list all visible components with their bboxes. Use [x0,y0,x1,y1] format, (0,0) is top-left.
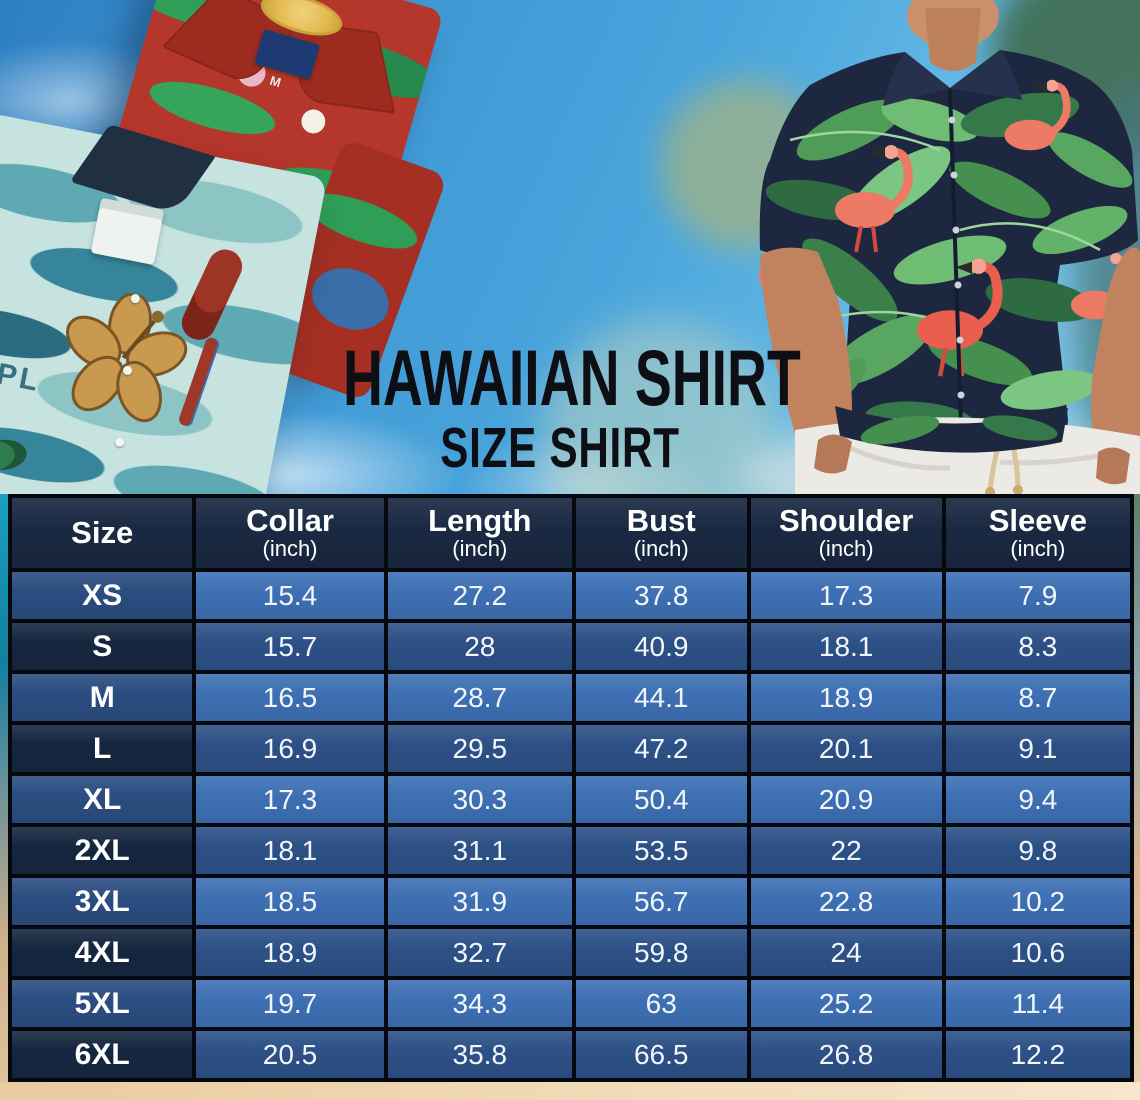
column-header-length: Length (inch) [387,498,572,568]
value-cell-6xl-shoulder: 26.8 [750,1031,942,1078]
value-cell-xl-bust: 50.4 [575,776,747,823]
folded-shirts-photo: M EPL [0,0,448,554]
title-block: HAWAIIAN SHIRT SIZE SHIRT [250,333,870,480]
value-cell-xl-collar: 17.3 [196,776,384,823]
column-header-shoulder: Shoulder (inch) [750,498,942,568]
teal-hawaiian-shirt: EPL [0,112,328,554]
value-cell-xs-length: 27.2 [387,572,572,619]
value-cell-xl-shoulder: 20.9 [750,776,942,823]
value-cell-5xl-sleeve: 11.4 [945,980,1130,1027]
size-chart: Size Collar (inch) Length (inch) Bust (inch) Sh… [8,494,1134,1082]
value-cell-m-sleeve: 8.7 [945,674,1130,721]
size-cell-2xl: 2XL [12,827,193,874]
value-cell-4xl-sleeve: 10.6 [945,929,1130,976]
beach-strip-left [0,494,10,1100]
sand-strip-bottom [0,1082,1140,1100]
column-header-size: Size [12,498,193,568]
value-cell-l-bust: 47.2 [575,725,747,772]
value-cell-6xl-sleeve: 12.2 [945,1031,1130,1078]
value-cell-s-sleeve: 8.3 [945,623,1130,670]
value-cell-xs-bust: 37.8 [575,572,747,619]
column-header-collar: Collar (inch) [196,498,384,568]
column-header-sleeve: Sleeve (inch) [945,498,1130,568]
hibiscus-flower-print [41,281,204,440]
value-cell-s-length: 28 [387,623,572,670]
size-cell-xl: XL [12,776,193,823]
poster-title: HAWAIIAN SHIRT [343,333,801,422]
value-cell-xl-sleeve: 9.4 [945,776,1130,823]
value-cell-3xl-bust: 56.7 [575,878,747,925]
value-cell-3xl-sleeve: 10.2 [945,878,1130,925]
shirt-buttons [948,116,965,399]
value-cell-4xl-length: 32.7 [387,929,572,976]
value-cell-2xl-length: 31.1 [387,827,572,874]
size-cell-6xl: 6XL [12,1031,193,1078]
value-cell-s-bust: 40.9 [575,623,747,670]
shirt-button [114,436,125,448]
value-cell-m-bust: 44.1 [575,674,747,721]
value-cell-l-sleeve: 9.1 [945,725,1130,772]
value-cell-6xl-collar: 20.5 [196,1031,384,1078]
column-header-bust: Bust (inch) [575,498,747,568]
value-cell-6xl-bust: 66.5 [575,1031,747,1078]
size-cell-m: M [12,674,193,721]
value-cell-2xl-sleeve: 9.8 [945,827,1130,874]
value-cell-l-collar: 16.9 [196,725,384,772]
shirt-print-text: EPL [0,352,44,399]
value-cell-l-length: 29.5 [387,725,572,772]
value-cell-xs-shoulder: 17.3 [750,572,942,619]
value-cell-3xl-shoulder: 22.8 [750,878,942,925]
bird-print [0,437,28,472]
value-cell-5xl-collar: 19.7 [196,980,384,1027]
value-cell-m-shoulder: 18.9 [750,674,942,721]
value-cell-s-collar: 15.7 [196,623,384,670]
value-cell-4xl-shoulder: 24 [750,929,942,976]
value-cell-5xl-shoulder: 25.2 [750,980,942,1027]
size-cell-xs: XS [12,572,193,619]
value-cell-m-collar: 16.5 [196,674,384,721]
value-cell-5xl-bust: 63 [575,980,747,1027]
value-cell-xs-sleeve: 7.9 [945,572,1130,619]
value-cell-2xl-collar: 18.1 [196,827,384,874]
teal-shirt-pocket [90,197,165,265]
red-shirt-size-tag: M [268,72,283,91]
value-cell-2xl-shoulder: 22 [750,827,942,874]
value-cell-5xl-length: 34.3 [387,980,572,1027]
size-cell-s: S [12,623,193,670]
value-cell-6xl-length: 35.8 [387,1031,572,1078]
value-cell-l-shoulder: 20.1 [750,725,942,772]
model-photo [700,0,1140,497]
value-cell-4xl-collar: 18.9 [196,929,384,976]
value-cell-3xl-collar: 18.5 [196,878,384,925]
value-cell-3xl-length: 31.9 [387,878,572,925]
value-cell-s-shoulder: 18.1 [750,623,942,670]
value-cell-2xl-bust: 53.5 [575,827,747,874]
size-cell-5xl: 5XL [12,980,193,1027]
man-illustration [759,0,1140,497]
value-cell-4xl-bust: 59.8 [575,929,747,976]
value-cell-xs-collar: 15.4 [196,572,384,619]
size-cell-4xl: 4XL [12,929,193,976]
size-cell-3xl: 3XL [12,878,193,925]
value-cell-m-length: 28.7 [387,674,572,721]
value-cell-xl-length: 30.3 [387,776,572,823]
size-cell-l: L [12,725,193,772]
poster-subtitle: SIZE SHIRT [440,415,680,480]
